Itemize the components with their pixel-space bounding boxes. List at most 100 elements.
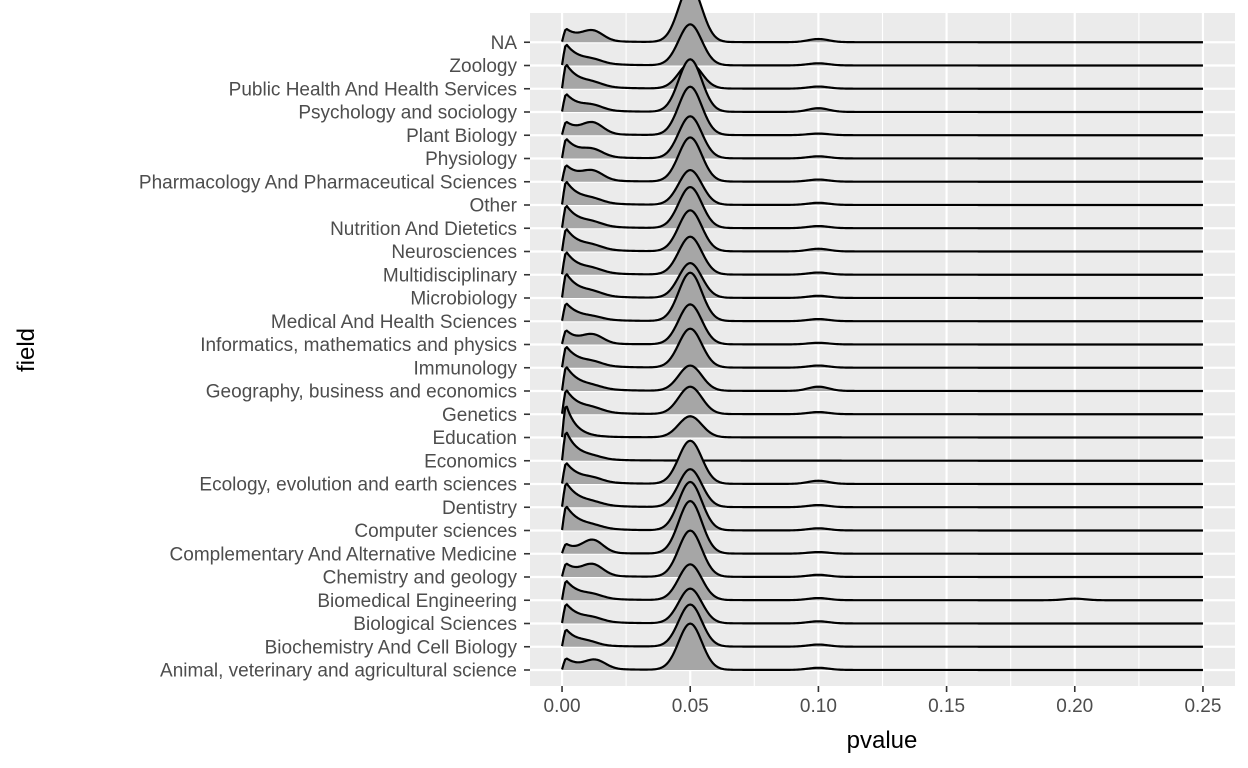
- ridge-line: [560, 235, 1203, 276]
- ridge-line: [560, 587, 1203, 625]
- ridge-series: [560, 622, 1203, 672]
- ridge-series: [560, 431, 1203, 462]
- ridge-series: [560, 303, 1203, 346]
- y-tick-label: Complementary And Alternative Medicine: [170, 544, 517, 565]
- y-tick-label: Immunology: [414, 358, 518, 379]
- ridge-line: [560, 364, 1203, 393]
- y-tick-label: Economics: [424, 451, 517, 472]
- ridge-series: [560, 439, 1203, 486]
- ridge-line: [560, 271, 1203, 323]
- y-tick-label: Biological Sciences: [353, 614, 517, 635]
- y-tick-label: Ecology, evolution and earth sciences: [199, 475, 517, 496]
- ridges: [560, 0, 1203, 672]
- ridge-line: [560, 58, 1203, 114]
- ridge-line: [560, 622, 1203, 672]
- ridge-fill: [562, 24, 1203, 66]
- ridge-line: [560, 468, 1203, 509]
- ridge-fill: [562, 187, 1203, 229]
- ridge-line: [560, 262, 1203, 300]
- ridge-fill: [562, 328, 1203, 368]
- y-tick-label: Genetics: [442, 405, 517, 426]
- y-tick-label: Pharmacology And Pharmaceutical Sciences: [139, 172, 517, 193]
- ridge-fill: [562, 530, 1203, 577]
- y-tick-label: Plant Biology: [406, 126, 517, 147]
- x-tick-label: 0.20: [1056, 696, 1093, 717]
- ridge-fill: [562, 137, 1203, 182]
- y-tick-label: Biomedical Engineering: [317, 591, 517, 612]
- ridge-series: [560, 235, 1203, 276]
- ridge-line: [560, 62, 1203, 90]
- ridge-series: [560, 405, 1203, 439]
- ridge-fill: [562, 236, 1203, 275]
- ridge-fill: [562, 365, 1203, 391]
- ridge-series: [560, 85, 1203, 137]
- y-axis-title: field: [13, 328, 40, 372]
- ridge-line: [560, 563, 1203, 602]
- ridge-series: [560, 364, 1203, 393]
- ridge-series: [560, 529, 1203, 579]
- ridge-series: [560, 209, 1203, 253]
- ridge-line: [560, 85, 1203, 137]
- ridge-fill: [562, 564, 1203, 601]
- y-tick-label: Zoology: [449, 56, 517, 77]
- y-tick-label: Microbiology: [410, 289, 517, 310]
- ridge-line: [560, 115, 1203, 160]
- y-tick-label: Nutrition And Dietetics: [330, 219, 517, 240]
- ridge-line: [560, 303, 1203, 346]
- y-tick-label: Multidisciplinary: [383, 265, 518, 286]
- ridge-fill: [562, 86, 1203, 136]
- y-tick-label: Computer sciences: [354, 521, 517, 542]
- y-tick-label: Neurosciences: [391, 242, 517, 263]
- x-tick-label: 0.10: [800, 696, 837, 717]
- y-tick-label: Physiology: [425, 149, 517, 170]
- x-tick-label: 0.15: [928, 696, 965, 717]
- ridge-line: [560, 0, 1203, 44]
- y-axis: Animal, veterinary and agricultural scie…: [139, 33, 530, 682]
- ridge-line: [560, 185, 1203, 230]
- ridge-line: [560, 385, 1203, 416]
- x-axis: 0.00 0.05 0.10 0.15 0.20 0.25: [544, 686, 1221, 717]
- ridge-fill: [562, 386, 1203, 415]
- x-axis-title: pvalue: [847, 727, 918, 754]
- ridge-line: [560, 529, 1203, 579]
- ridge-series: [560, 0, 1203, 44]
- y-tick-label: Education: [432, 428, 517, 449]
- y-tick-label: Medical And Health Sciences: [271, 312, 517, 333]
- ridge-series: [560, 185, 1203, 230]
- ridge-fill: [562, 210, 1203, 252]
- ridge-series: [560, 563, 1203, 602]
- ridge-line: [560, 405, 1203, 439]
- ridge-series: [560, 327, 1203, 369]
- ridge-fill: [562, 440, 1203, 484]
- ridge-series: [560, 271, 1203, 323]
- ridge-series: [560, 23, 1203, 67]
- y-tick-label: NA: [491, 33, 518, 54]
- ridge-series: [560, 385, 1203, 416]
- ridge-line: [560, 327, 1203, 369]
- ridge-line: [560, 439, 1203, 486]
- y-tick-label: Geography, business and economics: [206, 382, 517, 403]
- ridge-line: [560, 209, 1203, 253]
- y-tick-label: Informatics, mathematics and physics: [200, 335, 517, 356]
- ridge-line: [560, 603, 1203, 648]
- ridge-fill: [562, 623, 1203, 670]
- y-tick-label: Biochemistry And Cell Biology: [265, 637, 518, 658]
- ridge-line: [561, 499, 1203, 555]
- ridge-line: [560, 480, 1203, 532]
- x-tick-label: 0.25: [1184, 696, 1221, 717]
- ridge-fill: [562, 0, 1203, 43]
- y-tick-label: Chemistry and geology: [323, 568, 518, 589]
- ridge-fill: [562, 272, 1203, 322]
- ridge-fill: [562, 304, 1203, 345]
- y-tick-label: Psychology and sociology: [298, 103, 517, 124]
- y-tick-label: Animal, veterinary and agricultural scie…: [160, 661, 517, 682]
- ridge-series: [561, 499, 1203, 555]
- ridge-line: [560, 23, 1203, 67]
- y-tick-label: Other: [469, 196, 517, 217]
- ridge-line: [560, 169, 1203, 207]
- ridge-line: [560, 431, 1203, 462]
- ridge-fill: [562, 501, 1203, 554]
- ridge-series: [560, 136, 1203, 183]
- x-tick-label: 0.05: [672, 696, 709, 717]
